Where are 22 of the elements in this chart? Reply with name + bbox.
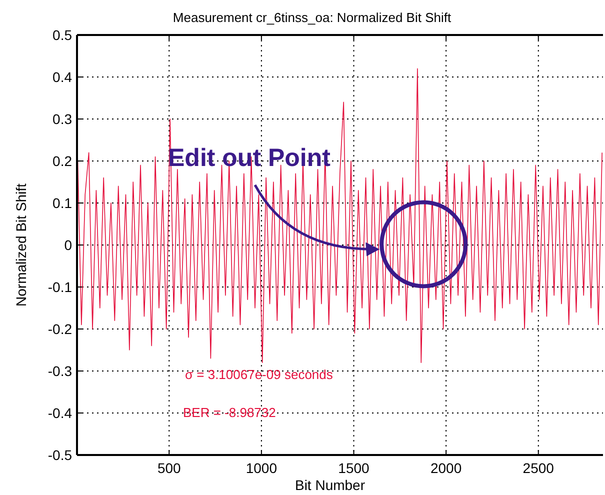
y-tick-label: -0.5	[48, 446, 72, 463]
y-tick-label: 0.2	[52, 152, 72, 169]
y-tick-label: 0	[64, 236, 72, 253]
x-tick-label: 2000	[430, 460, 462, 476]
line-series	[77, 68, 602, 363]
y-tick-label: -0.1	[48, 278, 72, 295]
y-tick-label: 0.1	[52, 194, 72, 211]
x-tick-label: 500	[157, 460, 182, 476]
x-tick-label: 1000	[246, 460, 278, 476]
x-axis-title: Bit Number	[294, 477, 366, 493]
y-tick-label: 0.4	[52, 68, 72, 85]
x-tick-label: 2500	[522, 460, 554, 476]
y-tick-label: 0.5	[52, 26, 72, 43]
annotation: BER = -8.98732	[183, 405, 276, 420]
annotation: σ = 3.10067e-09 seconds	[185, 367, 334, 382]
y-tick-label: -0.4	[48, 404, 72, 421]
y-tick-label: -0.2	[48, 320, 72, 337]
x-tick-label: 1500	[338, 460, 370, 476]
y-tick-label: -0.3	[48, 362, 72, 379]
y-axis-title: Normalized Bit Shift	[13, 183, 29, 306]
chart-title: Measurement cr_6tinss_oa: Normalized Bit Shift	[172, 10, 452, 25]
y-tick-label: 0.3	[52, 110, 72, 127]
